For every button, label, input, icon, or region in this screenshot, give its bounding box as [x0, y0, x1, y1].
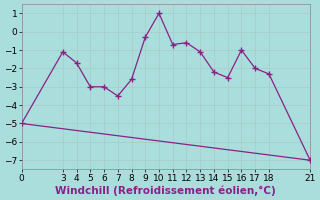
X-axis label: Windchill (Refroidissement éolien,°C): Windchill (Refroidissement éolien,°C): [55, 185, 276, 196]
